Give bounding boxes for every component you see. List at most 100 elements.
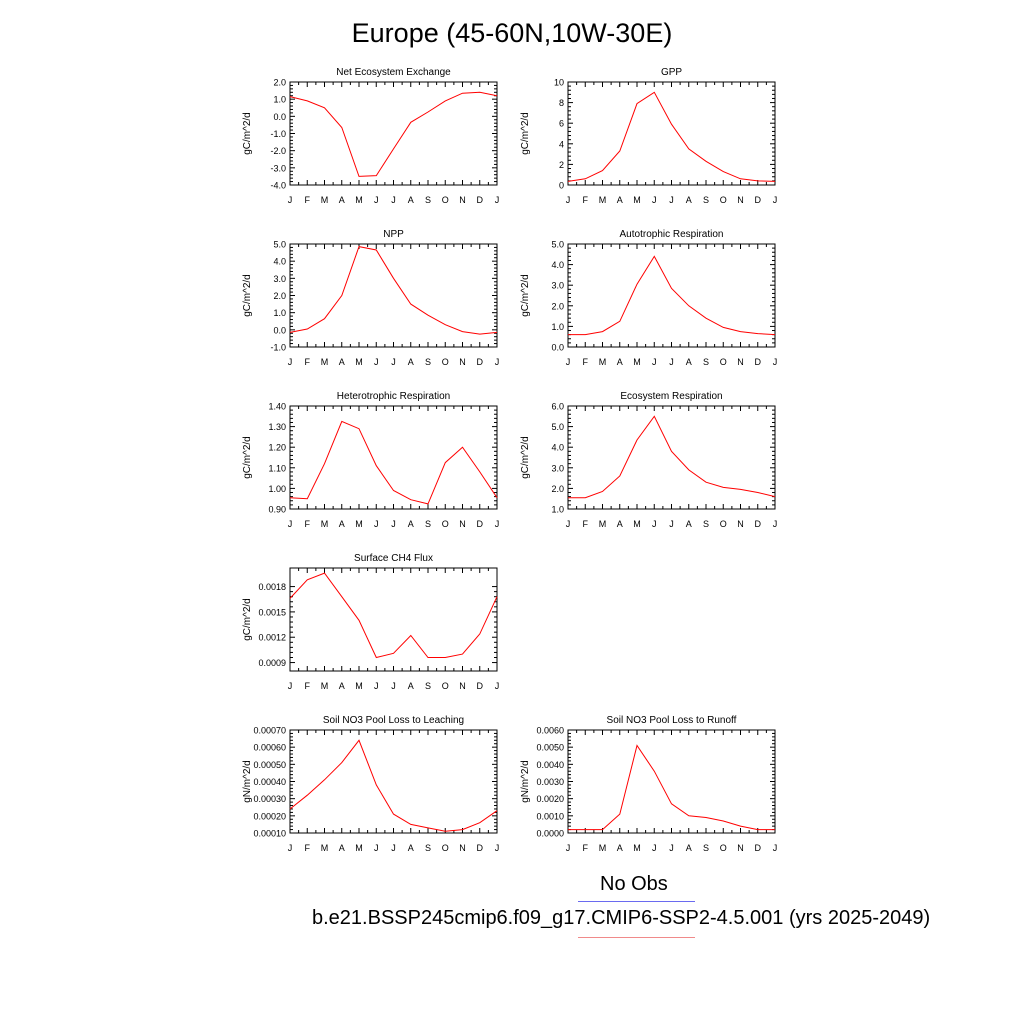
x-tick-label: D xyxy=(477,195,484,205)
x-tick-label: O xyxy=(720,357,727,367)
x-tick-label: A xyxy=(617,195,623,205)
x-tick-label: N xyxy=(459,681,466,691)
x-tick-label: M xyxy=(599,843,607,853)
x-tick-label: J xyxy=(566,195,571,205)
x-tick-label: S xyxy=(703,357,709,367)
x-tick-label: M xyxy=(321,843,329,853)
legend-obs-label: No Obs xyxy=(600,873,668,895)
x-tick-label: A xyxy=(408,843,414,853)
y-tick-label: 0.00070 xyxy=(253,726,286,736)
x-tick-label: M xyxy=(599,519,607,529)
x-tick-label: S xyxy=(425,519,431,529)
x-tick-label: M xyxy=(633,357,641,367)
plot-frame xyxy=(289,729,498,834)
y-tick-label: 1.10 xyxy=(268,463,286,473)
x-tick-label: J xyxy=(566,843,571,853)
x-tick-label: J xyxy=(391,519,396,529)
y-tick-label: 2.0 xyxy=(551,301,564,311)
plot-frame xyxy=(567,729,776,834)
x-tick-label: F xyxy=(305,357,311,367)
x-tick-label: J xyxy=(374,843,379,853)
x-tick-label: O xyxy=(442,843,449,853)
y-tick-label: 0.0040 xyxy=(536,760,564,770)
plot-title: Net Ecosystem Exchange xyxy=(336,67,451,78)
x-tick-label: F xyxy=(305,519,311,529)
chart-panel-7: Soil NO3 Pool Loss to Leaching gN/m^2/d J F… xyxy=(242,715,499,853)
x-tick-label: J xyxy=(566,519,571,529)
x-tick-label: O xyxy=(442,519,449,529)
x-tick-label: J xyxy=(495,843,500,853)
x-tick-label: O xyxy=(442,357,449,367)
y-tick-label: -1.0 xyxy=(270,343,286,353)
plot-title: Autotrophic Respiration xyxy=(620,229,724,240)
x-tick-label: J xyxy=(652,519,657,529)
y-tick-label: 0.0 xyxy=(551,343,564,353)
y-tick-label: 0.0000 xyxy=(536,829,564,839)
x-tick-label: M xyxy=(321,519,329,529)
y-tick-label: 8 xyxy=(559,98,564,108)
x-tick-label: J xyxy=(288,357,293,367)
plot-frame xyxy=(567,405,776,510)
y-tick-label: 1.0 xyxy=(551,505,564,515)
y-tick-label: 0.00050 xyxy=(253,760,286,770)
y-tick-label: 0.0030 xyxy=(536,777,564,787)
x-tick-label: N xyxy=(737,519,744,529)
x-tick-label: M xyxy=(355,681,363,691)
x-tick-label: S xyxy=(703,843,709,853)
y-tick-label: 1.0 xyxy=(273,95,286,105)
x-tick-label: A xyxy=(686,195,692,205)
plot-frame xyxy=(567,81,776,186)
x-tick-label: J xyxy=(669,195,674,205)
y-tick-label: -1.0 xyxy=(270,129,286,139)
x-tick-label: F xyxy=(305,681,311,691)
plot-title: Soil NO3 Pool Loss to Runoff xyxy=(607,715,737,726)
y-axis-label: gN/m^2/d xyxy=(242,760,253,803)
x-tick-label: J xyxy=(495,519,500,529)
y-tick-label: 0.90 xyxy=(268,505,286,515)
x-tick-label: J xyxy=(374,195,379,205)
page-title: Europe (45-60N,10W-30E) xyxy=(351,18,673,48)
x-tick-label: J xyxy=(773,519,778,529)
y-tick-label: 6.0 xyxy=(551,402,564,412)
x-tick-label: N xyxy=(459,195,466,205)
x-tick-label: J xyxy=(288,519,293,529)
plot-title: Ecosystem Respiration xyxy=(620,391,722,402)
x-tick-label: J xyxy=(374,357,379,367)
x-tick-label: J xyxy=(374,681,379,691)
x-tick-label: N xyxy=(737,843,744,853)
y-tick-label: 5.0 xyxy=(551,240,564,250)
x-tick-label: O xyxy=(442,195,449,205)
y-tick-label: 6 xyxy=(559,119,564,129)
x-tick-label: O xyxy=(720,843,727,853)
x-tick-label: A xyxy=(339,843,345,853)
y-tick-label: 10 xyxy=(554,78,564,88)
y-tick-label: -3.0 xyxy=(270,163,286,173)
y-axis-label: gC/m^2/d xyxy=(242,274,253,317)
x-tick-label: J xyxy=(652,357,657,367)
legend-model-line xyxy=(578,937,695,938)
x-tick-label: N xyxy=(737,357,744,367)
y-axis-label: gN/m^2/d xyxy=(520,760,531,803)
x-tick-label: D xyxy=(477,843,484,853)
x-tick-label: S xyxy=(425,357,431,367)
plot-frame xyxy=(289,81,498,186)
y-tick-label: -2.0 xyxy=(270,146,286,156)
x-tick-label: M xyxy=(321,195,329,205)
series-line xyxy=(289,739,498,832)
x-tick-label: M xyxy=(633,519,641,529)
plot-frame xyxy=(289,405,498,510)
y-tick-label: -4.0 xyxy=(270,181,286,191)
plot-title: GPP xyxy=(661,67,682,78)
x-tick-label: A xyxy=(339,681,345,691)
x-tick-label: M xyxy=(599,357,607,367)
y-tick-label: 0.0018 xyxy=(258,582,286,592)
plot-title: NPP xyxy=(383,229,404,240)
x-tick-label: A xyxy=(408,357,414,367)
x-tick-label: M xyxy=(321,357,329,367)
x-tick-label: J xyxy=(391,357,396,367)
x-tick-label: M xyxy=(633,843,641,853)
